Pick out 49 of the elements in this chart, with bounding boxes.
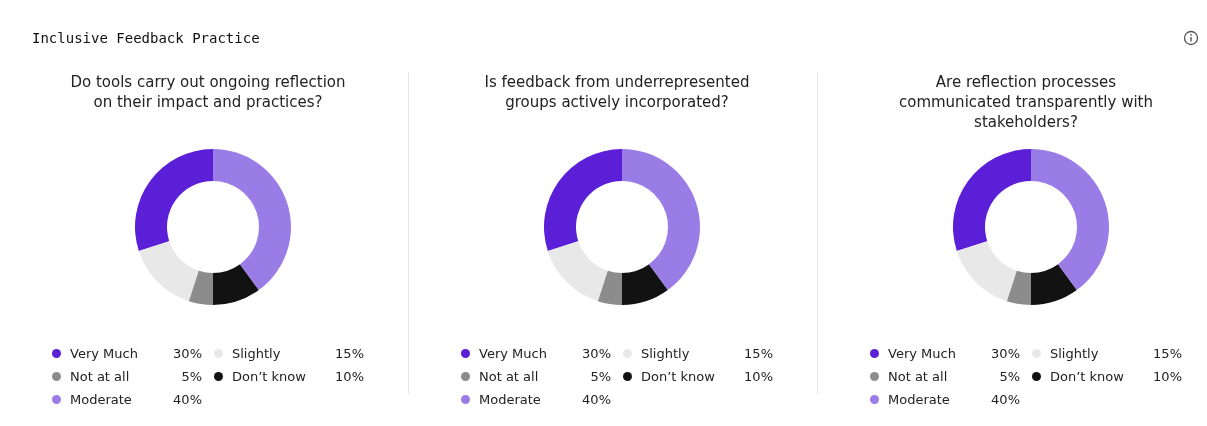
donut-slice — [956, 241, 1017, 302]
donut-slice — [1031, 264, 1077, 305]
donut-slice — [622, 264, 668, 305]
donut-slice — [1006, 270, 1031, 305]
chart-title: Do tools carry out ongoing reflection on their impact and practices? — [69, 72, 347, 112]
legend-label: Slightly — [641, 346, 691, 361]
legend-label: Don’t know — [1050, 369, 1125, 384]
data-label: 30% — [582, 346, 611, 361]
donut-slice — [544, 149, 622, 252]
legend-label: Don’t know — [232, 369, 307, 384]
data-label: 15% — [1153, 346, 1182, 361]
data-label: 40% — [173, 392, 202, 407]
legend-label: Don’t know — [641, 369, 716, 384]
data-label: 15% — [335, 346, 364, 361]
chart-title: Are reflection processes communicated transparently with stakeholders? — [897, 72, 1154, 131]
data-label: 5% — [181, 369, 202, 384]
donut-slice — [213, 264, 259, 305]
legend-label: Very Much — [888, 346, 957, 361]
data-label: 40% — [991, 392, 1020, 407]
donut-slice — [547, 241, 608, 302]
legend-label: Moderate — [888, 392, 951, 407]
chart-title: Is feedback from underrepresented groups actively incorporated? — [483, 72, 751, 112]
legend-label: Very Much — [479, 346, 548, 361]
legend-label: Moderate — [70, 392, 133, 407]
legend-label: Slightly — [1050, 346, 1100, 361]
donut-slice — [135, 149, 213, 252]
donut-slice — [213, 149, 291, 291]
data-label: 5% — [999, 369, 1020, 384]
data-label: 15% — [744, 346, 773, 361]
data-label: 10% — [744, 369, 773, 384]
data-label: 30% — [173, 346, 202, 361]
legend-label: Not at all — [479, 369, 540, 384]
data-label: 10% — [1153, 369, 1182, 384]
donut-slice — [622, 149, 700, 291]
data-label: 10% — [335, 369, 364, 384]
legend-label: Not at all — [888, 369, 949, 384]
legend-label: Very Much — [70, 346, 139, 361]
data-label: 40% — [582, 392, 611, 407]
data-label: 5% — [590, 369, 611, 384]
donut-slice — [597, 270, 622, 305]
donut-slice — [188, 270, 213, 305]
data-label: 30% — [991, 346, 1020, 361]
donut-slice — [138, 241, 199, 302]
text: Inclusive Feedback Practice — [32, 30, 260, 46]
donut-slice — [953, 149, 1031, 252]
legend-label: Moderate — [479, 392, 542, 407]
legend-label: Not at all — [70, 369, 131, 384]
legend-label: Slightly — [232, 346, 282, 361]
donut-slice — [1031, 149, 1109, 291]
